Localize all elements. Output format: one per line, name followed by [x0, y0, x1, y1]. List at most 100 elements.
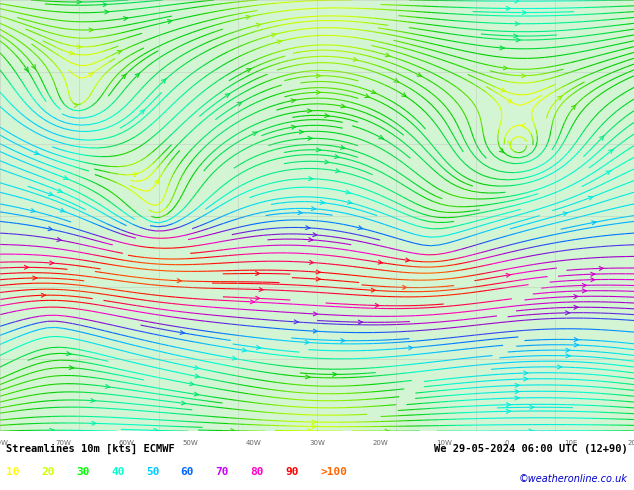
FancyArrowPatch shape — [177, 279, 181, 283]
FancyArrowPatch shape — [294, 320, 299, 324]
FancyArrowPatch shape — [333, 372, 337, 376]
FancyArrowPatch shape — [225, 94, 230, 98]
FancyArrowPatch shape — [292, 125, 296, 129]
FancyArrowPatch shape — [308, 136, 312, 140]
FancyArrowPatch shape — [402, 93, 406, 97]
FancyArrowPatch shape — [358, 320, 363, 324]
FancyArrowPatch shape — [89, 73, 93, 77]
FancyArrowPatch shape — [574, 338, 578, 342]
FancyArrowPatch shape — [60, 208, 65, 212]
FancyArrowPatch shape — [57, 238, 61, 242]
FancyArrowPatch shape — [347, 200, 352, 204]
Text: 40: 40 — [111, 467, 124, 477]
FancyArrowPatch shape — [232, 356, 236, 360]
FancyArrowPatch shape — [133, 173, 138, 176]
FancyArrowPatch shape — [140, 109, 145, 114]
FancyArrowPatch shape — [58, 189, 62, 193]
FancyArrowPatch shape — [103, 3, 107, 6]
FancyArrowPatch shape — [246, 15, 250, 19]
FancyArrowPatch shape — [507, 98, 512, 102]
FancyArrowPatch shape — [599, 267, 604, 270]
FancyArrowPatch shape — [515, 384, 519, 387]
FancyArrowPatch shape — [309, 238, 313, 242]
FancyArrowPatch shape — [313, 329, 318, 333]
FancyArrowPatch shape — [341, 104, 346, 108]
Text: 0: 0 — [505, 440, 510, 446]
FancyArrowPatch shape — [122, 74, 126, 78]
FancyArrowPatch shape — [557, 96, 562, 100]
FancyArrowPatch shape — [252, 132, 257, 136]
FancyArrowPatch shape — [256, 296, 260, 300]
FancyArrowPatch shape — [316, 270, 320, 274]
FancyArrowPatch shape — [500, 148, 505, 153]
FancyArrowPatch shape — [385, 429, 389, 433]
FancyArrowPatch shape — [378, 135, 384, 139]
FancyArrowPatch shape — [574, 343, 578, 347]
FancyArrowPatch shape — [312, 424, 316, 428]
FancyArrowPatch shape — [307, 109, 312, 113]
FancyArrowPatch shape — [124, 17, 128, 21]
FancyArrowPatch shape — [291, 99, 295, 103]
FancyArrowPatch shape — [34, 151, 39, 154]
FancyArrowPatch shape — [312, 420, 316, 424]
FancyArrowPatch shape — [49, 261, 54, 265]
FancyArrowPatch shape — [507, 410, 510, 413]
Text: 20W: 20W — [373, 440, 388, 446]
FancyArrowPatch shape — [353, 57, 358, 61]
FancyArrowPatch shape — [507, 403, 510, 407]
Text: 70W: 70W — [55, 440, 72, 446]
FancyArrowPatch shape — [529, 429, 533, 433]
FancyArrowPatch shape — [316, 148, 321, 152]
FancyArrowPatch shape — [259, 288, 263, 292]
FancyArrowPatch shape — [74, 103, 78, 107]
FancyArrowPatch shape — [557, 365, 562, 369]
FancyArrowPatch shape — [588, 196, 593, 200]
FancyArrowPatch shape — [515, 396, 519, 400]
FancyArrowPatch shape — [372, 288, 375, 292]
FancyArrowPatch shape — [320, 200, 325, 204]
FancyArrowPatch shape — [507, 6, 510, 10]
FancyArrowPatch shape — [609, 149, 614, 153]
FancyArrowPatch shape — [394, 78, 399, 82]
FancyArrowPatch shape — [375, 303, 379, 307]
FancyArrowPatch shape — [530, 405, 534, 409]
FancyArrowPatch shape — [231, 429, 235, 433]
FancyArrowPatch shape — [522, 74, 526, 78]
FancyArrowPatch shape — [508, 141, 512, 145]
FancyArrowPatch shape — [566, 311, 570, 315]
FancyArrowPatch shape — [524, 377, 528, 381]
FancyArrowPatch shape — [69, 366, 74, 369]
FancyArrowPatch shape — [592, 221, 596, 225]
FancyArrowPatch shape — [403, 286, 407, 290]
FancyArrowPatch shape — [500, 46, 504, 50]
FancyArrowPatch shape — [378, 260, 382, 264]
FancyArrowPatch shape — [309, 260, 314, 264]
FancyArrowPatch shape — [311, 207, 316, 211]
Text: >100: >100 — [320, 467, 347, 477]
FancyArrowPatch shape — [237, 102, 242, 106]
Text: 60: 60 — [181, 467, 194, 477]
FancyArrowPatch shape — [162, 79, 166, 83]
FancyArrowPatch shape — [316, 90, 321, 94]
FancyArrowPatch shape — [117, 50, 122, 54]
FancyArrowPatch shape — [514, 34, 518, 38]
FancyArrowPatch shape — [515, 0, 519, 3]
FancyArrowPatch shape — [250, 300, 254, 304]
FancyArrowPatch shape — [242, 348, 247, 352]
FancyArrowPatch shape — [515, 22, 519, 25]
FancyArrowPatch shape — [325, 160, 329, 164]
Text: 10W: 10W — [436, 440, 452, 446]
FancyArrowPatch shape — [155, 179, 159, 184]
Text: 50W: 50W — [183, 440, 198, 446]
FancyArrowPatch shape — [181, 401, 186, 405]
FancyArrowPatch shape — [563, 212, 567, 216]
FancyArrowPatch shape — [408, 346, 413, 350]
FancyArrowPatch shape — [92, 421, 96, 425]
FancyArrowPatch shape — [308, 429, 312, 433]
FancyArrowPatch shape — [247, 69, 251, 72]
Text: 10E: 10E — [564, 440, 578, 446]
FancyArrowPatch shape — [63, 176, 68, 179]
FancyArrowPatch shape — [506, 273, 510, 277]
FancyArrowPatch shape — [358, 226, 363, 229]
Text: 20: 20 — [41, 467, 55, 477]
